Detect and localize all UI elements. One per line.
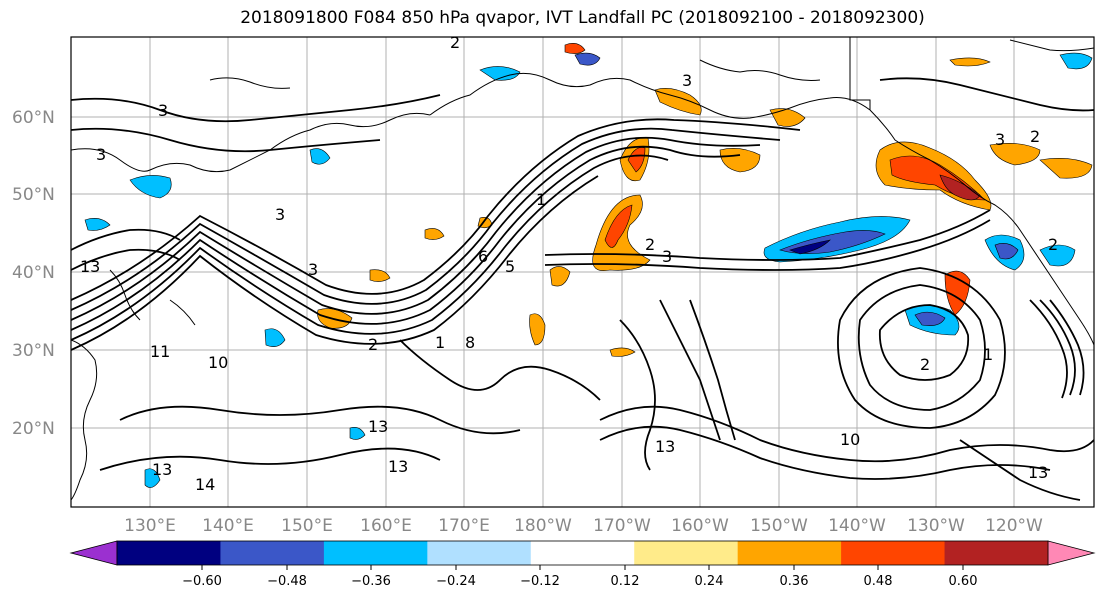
lat-label: 60°N	[12, 108, 55, 128]
contour-label: 2	[920, 355, 930, 374]
lon-labels: 130°E 140°E 150°E 160°E 170°E 180°W 170°…	[124, 516, 1043, 536]
ivt-contours	[71, 77, 1094, 501]
contour-label: 13	[655, 437, 675, 456]
lat-label: 40°N	[12, 263, 55, 283]
colorbar-segment	[634, 541, 739, 565]
map-panel	[71, 37, 1094, 507]
colorbar-tick-label: 0.12	[611, 574, 640, 589]
lon-label: 150°E	[281, 516, 333, 536]
colorbar-tick-label: 0.24	[695, 574, 724, 589]
gridlines	[71, 37, 1094, 507]
contour-label: 13	[1028, 463, 1048, 482]
lat-label: 30°N	[12, 341, 55, 361]
colorbar-extend-high	[1047, 540, 1096, 566]
colorbar-tick-label: −0.60	[182, 574, 222, 589]
contour-label: 2	[1030, 127, 1040, 146]
colorbar-segment	[220, 541, 325, 565]
contour-label: 8	[465, 333, 475, 352]
colorbar-tick-label: −0.12	[520, 574, 560, 589]
contour-label: 13	[80, 257, 100, 276]
shading-negative	[84, 52, 1093, 488]
contour-label: 3	[995, 130, 1005, 149]
contour-label: 14	[195, 475, 215, 494]
colorbar-tick-label: −0.48	[267, 574, 307, 589]
contour-label: 1	[435, 333, 445, 352]
lon-label: 150°W	[750, 516, 808, 536]
contour-labels: 3 3 3 3 3 3 3 2 1 2 1 1 13 13 13 14 10 1…	[80, 33, 1058, 494]
colorbar-tick-label: 0.48	[864, 574, 893, 589]
colorbar-segment	[530, 541, 635, 565]
colorbar-tick-label: 0.60	[949, 574, 978, 589]
colorbar: −0.60 −0.48 −0.36 −0.24 −0.12 0.12 0.24 …	[69, 540, 1096, 589]
colorbar-frame	[116, 540, 1049, 566]
lon-label: 170°W	[593, 516, 651, 536]
lat-label: 50°N	[12, 185, 55, 205]
lon-label: 130°E	[124, 516, 176, 536]
lon-label: 180°W	[514, 516, 572, 536]
colorbar-segment	[841, 541, 946, 565]
contour-label: 10	[840, 430, 860, 449]
colorbar-segment	[323, 541, 428, 565]
contour-label: 5	[505, 257, 515, 276]
contour-label: 3	[308, 260, 318, 279]
contour-label: 2	[368, 335, 378, 354]
colorbar-tick-label: −0.36	[351, 574, 391, 589]
shading-positive	[317, 43, 1093, 357]
colorbar-segment	[944, 541, 1049, 565]
contour-label: 3	[682, 71, 692, 90]
lon-label: 120°W	[985, 516, 1043, 536]
colorbar-segment	[737, 541, 842, 565]
colorbar-ticks: −0.60 −0.48 −0.36 −0.24 −0.12 0.12 0.24 …	[182, 565, 977, 589]
contour-label: 1	[983, 345, 993, 364]
colorbar-tick-label: −0.24	[436, 574, 476, 589]
coastlines	[71, 37, 1094, 501]
contour-label: 6	[478, 247, 488, 266]
contour-label: 2	[645, 235, 655, 254]
colorbar-tick-label: 0.36	[780, 574, 809, 589]
contour-label: 3	[275, 205, 285, 224]
map-frame	[70, 36, 1095, 508]
contour-label: 2	[1048, 235, 1058, 254]
lon-label: 170°E	[438, 516, 490, 536]
contour-label: 11	[150, 342, 170, 361]
lon-label: 140°W	[828, 516, 886, 536]
contour-label: 2	[450, 33, 460, 52]
contour-label: 13	[388, 457, 408, 476]
lon-label: 140°E	[202, 516, 254, 536]
contour-label: 3	[96, 145, 106, 164]
colorbar-segment	[117, 541, 221, 565]
contour-label: 1	[536, 190, 546, 209]
lon-label: 160°W	[671, 516, 729, 536]
contour-label: 13	[368, 417, 388, 436]
contour-label: 3	[662, 247, 672, 266]
contour-label: 3	[158, 101, 168, 120]
lon-label: 160°E	[360, 516, 412, 536]
map-title: 2018091800 F084 850 hPa qvapor, IVT Land…	[240, 8, 925, 28]
contour-label: 13	[152, 460, 172, 479]
lon-label: 130°W	[907, 516, 965, 536]
colorbar-extend-low	[69, 540, 118, 566]
lat-label: 20°N	[12, 419, 55, 439]
colorbar-segment	[427, 541, 532, 565]
lat-labels: 60°N 50°N 40°N 30°N 20°N	[12, 108, 55, 439]
contour-label: 10	[208, 353, 228, 372]
